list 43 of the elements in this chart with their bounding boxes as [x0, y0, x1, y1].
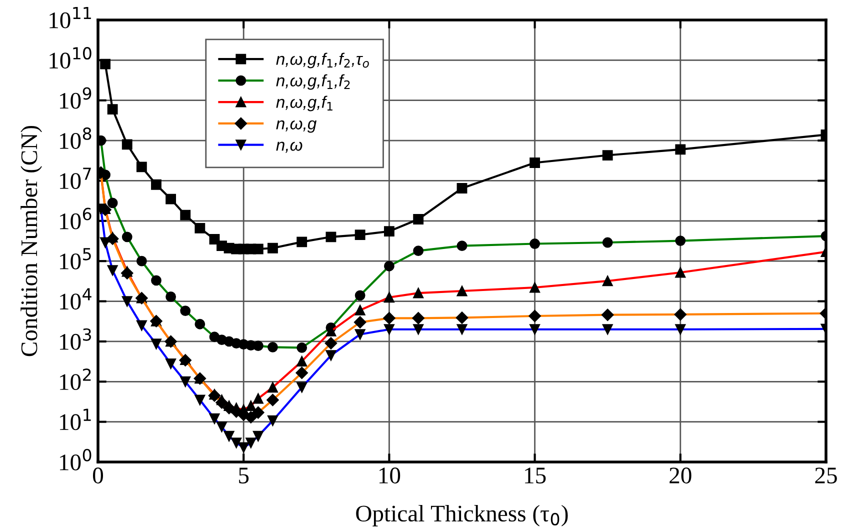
point [456, 183, 468, 194]
point [602, 150, 613, 160]
y-tick-label: 10$^{2}$ [60, 368, 91, 390]
y-tick-label: 10$^{10}$ [50, 47, 92, 69]
legend-label: n,ω,g,f$_{1}$,f$_{2}$,τ$_{o}$ [276, 52, 369, 68]
point [326, 232, 336, 242]
y-tick-label: 10$^{11}$ [50, 6, 91, 28]
x-tick-label: 25 [815, 468, 837, 484]
point [122, 139, 132, 150]
x-tick-label: 15 [525, 468, 546, 484]
point [107, 104, 118, 114]
point [194, 222, 206, 234]
x-axis-title: Optical Thickness (τ$_{0}$) [356, 504, 568, 526]
y-tick-label: 10$^{9}$ [60, 87, 92, 109]
y-tick-label: 10$^{3}$ [60, 328, 91, 350]
y-tick-label: 10$^{1}$ [60, 408, 91, 430]
y-tick-label: 10$^{8}$ [60, 127, 92, 149]
y-tick-label: 10$^{6}$ [60, 208, 92, 230]
point [268, 242, 278, 254]
x-tick-label: 20 [670, 468, 692, 484]
legend-label: n,ω,g,f$_{1}$,f$_{2}$ [276, 74, 350, 90]
point [252, 244, 264, 254]
point [354, 230, 366, 240]
y-tick-label: 10$^{4}$ [60, 288, 92, 310]
point [166, 194, 176, 204]
y-axis-title: Condition Number (CN) [20, 126, 42, 356]
point [530, 158, 540, 168]
point [675, 144, 686, 155]
legend-label: n,ω,g [276, 120, 317, 133]
x-tick-label: 10 [379, 468, 400, 484]
point [151, 179, 162, 190]
legend-label: n,ω,g,f$_{1}$ [276, 96, 332, 112]
x-tick-label: 0 [92, 468, 104, 484]
point [180, 210, 191, 220]
y-tick-label: 10$^{0}$ [60, 448, 92, 470]
y-tick-label: 10$^{7}$ [60, 168, 91, 190]
x-tick-label: 5 [239, 468, 249, 484]
point [136, 162, 147, 172]
legend-label: n,ω [276, 142, 302, 153]
point [384, 226, 394, 237]
point [413, 214, 424, 224]
y-tick-label: 10$^{5}$ [60, 248, 91, 270]
point [296, 236, 308, 248]
